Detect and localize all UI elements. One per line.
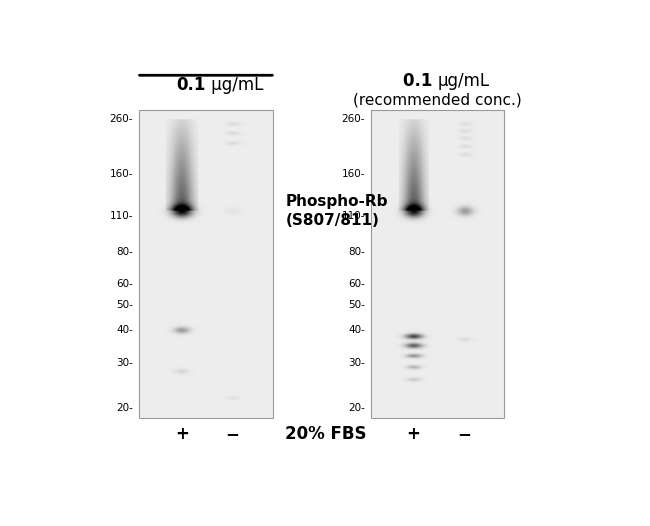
Text: 50-: 50- — [348, 300, 365, 310]
Text: 80-: 80- — [116, 247, 133, 257]
Text: 30-: 30- — [348, 358, 365, 368]
Text: 160-: 160- — [341, 169, 365, 179]
Text: 0.1: 0.1 — [177, 76, 206, 94]
Text: 0.1: 0.1 — [402, 73, 437, 90]
Text: 50-: 50- — [116, 300, 133, 310]
Text: −: − — [458, 424, 471, 443]
Text: (recommended conc.): (recommended conc.) — [354, 92, 522, 107]
Text: μg/mL: μg/mL — [437, 73, 490, 90]
Text: 110-: 110- — [110, 211, 133, 221]
Text: 80-: 80- — [348, 247, 365, 257]
Text: 160-: 160- — [110, 169, 133, 179]
Text: 40-: 40- — [116, 325, 133, 335]
Text: 40-: 40- — [348, 325, 365, 335]
Text: 260-: 260- — [110, 114, 133, 124]
Text: 20-: 20- — [348, 403, 365, 413]
Text: 110-: 110- — [341, 211, 365, 221]
Text: Phospho-Rb
(S807/811): Phospho-Rb (S807/811) — [285, 194, 388, 228]
Text: 20% FBS: 20% FBS — [285, 424, 367, 443]
Text: −: − — [226, 424, 240, 443]
Text: 30-: 30- — [116, 358, 133, 368]
Text: +: + — [175, 424, 189, 443]
Text: 20-: 20- — [116, 403, 133, 413]
Text: 260-: 260- — [341, 114, 365, 124]
Text: μg/mL: μg/mL — [206, 76, 263, 94]
Text: 60-: 60- — [116, 279, 133, 289]
Text: +: + — [407, 424, 421, 443]
Text: 60-: 60- — [348, 279, 365, 289]
